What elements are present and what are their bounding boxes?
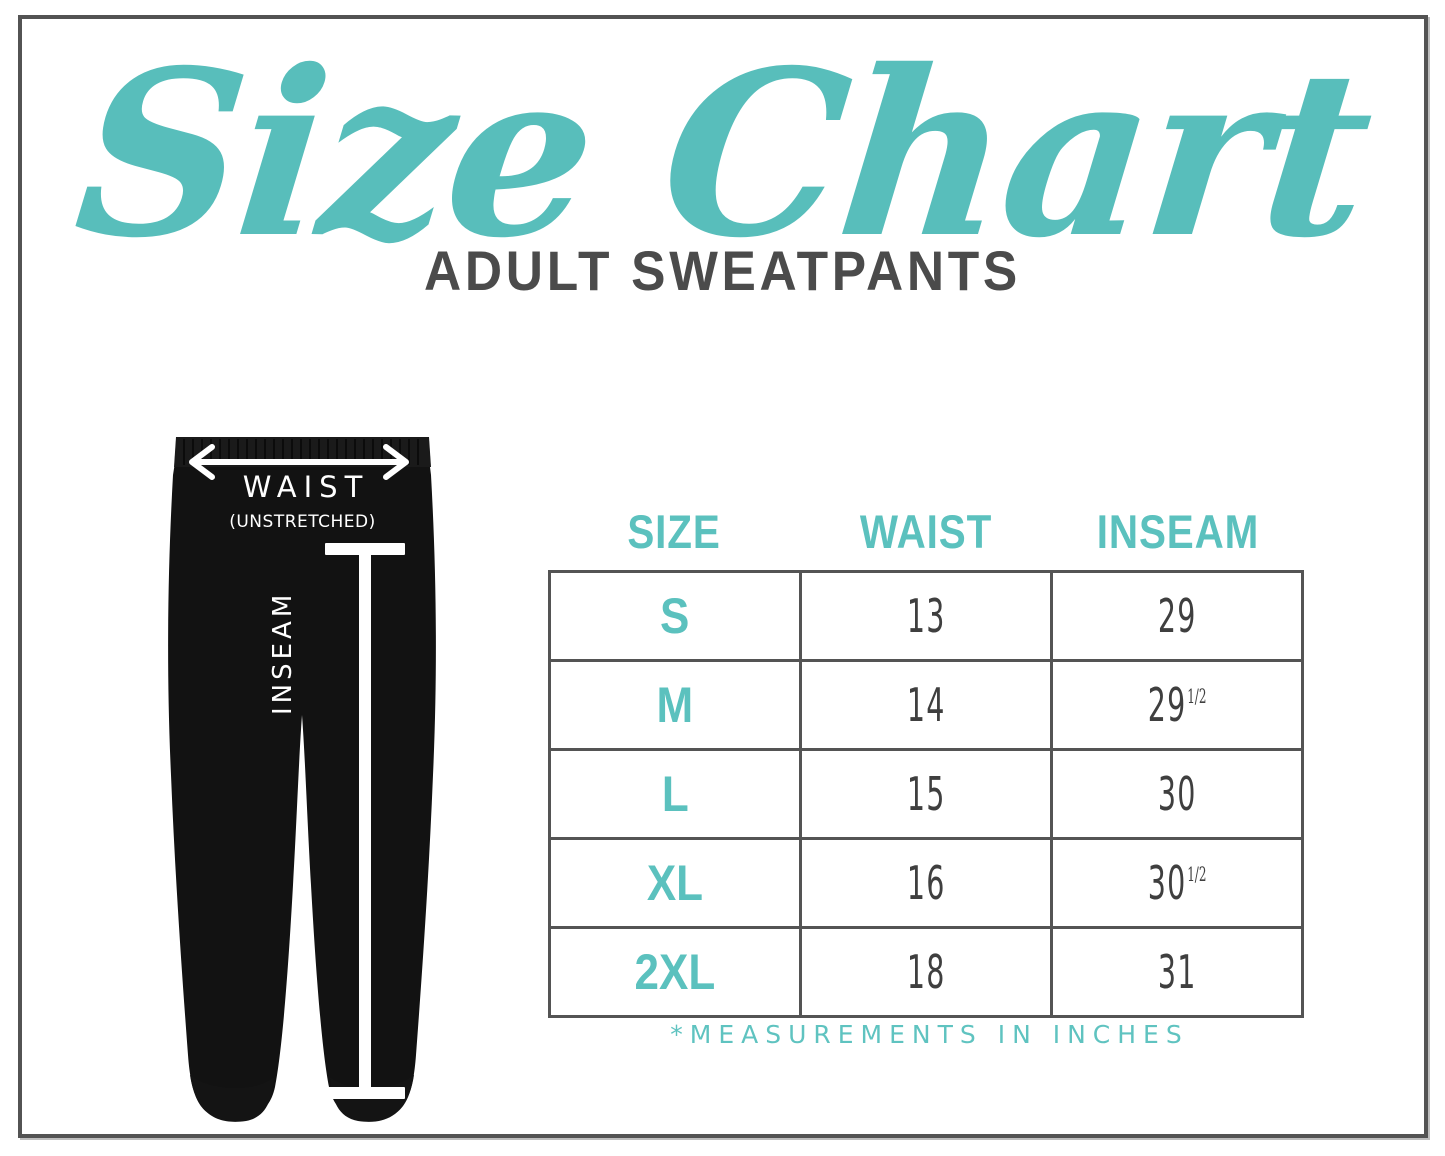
size-value: XL bbox=[646, 855, 704, 911]
cell-size: M bbox=[548, 659, 802, 751]
waist-value: 14 bbox=[906, 678, 946, 732]
table-header-row: SIZE WAIST INSEAM bbox=[548, 504, 1304, 559]
size-value: S bbox=[660, 588, 690, 644]
sweatpants-svg bbox=[168, 437, 436, 1122]
cell-waist: 18 bbox=[799, 926, 1053, 1018]
inseam-fraction: 1/2 bbox=[1187, 862, 1207, 886]
size-value: L bbox=[661, 766, 689, 822]
table-row: XL 16 301/2 bbox=[548, 837, 1304, 929]
cell-waist: 16 bbox=[799, 837, 1053, 929]
cell-inseam: 301/2 bbox=[1050, 837, 1304, 929]
size-table: S 13 29 M 14 291/2 L 15 30 XL 16 301/2 2… bbox=[548, 570, 1304, 1018]
cell-size: 2XL bbox=[548, 926, 802, 1018]
cell-inseam: 30 bbox=[1050, 748, 1304, 840]
inseam-value: 291/2 bbox=[1147, 678, 1207, 732]
cell-inseam: 29 bbox=[1050, 570, 1304, 662]
table-row: 2XL 18 31 bbox=[548, 926, 1304, 1018]
inseam-value: 31 bbox=[1158, 945, 1197, 999]
column-header-size: SIZE bbox=[627, 505, 721, 558]
table-row: S 13 29 bbox=[548, 570, 1304, 662]
sweatpants-illustration: WAIST (UNSTRETCHED) INSEAM bbox=[150, 415, 455, 1135]
column-header-waist: WAIST bbox=[859, 505, 993, 558]
waist-value: 18 bbox=[906, 945, 946, 999]
measurements-footnote: *MEASUREMENTS IN INCHES bbox=[670, 1020, 1189, 1049]
cell-inseam: 31 bbox=[1050, 926, 1304, 1018]
page-border-frame bbox=[18, 15, 1428, 1138]
waist-value: 16 bbox=[906, 856, 946, 910]
inseam-whole: 29 bbox=[1147, 678, 1187, 732]
inseam-whole: 31 bbox=[1157, 945, 1197, 999]
table-row: L 15 30 bbox=[548, 748, 1304, 840]
size-value: 2XL bbox=[634, 944, 716, 1000]
cell-inseam: 291/2 bbox=[1050, 659, 1304, 751]
waist-value: 13 bbox=[906, 589, 946, 643]
cell-size: XL bbox=[548, 837, 802, 929]
cell-waist: 15 bbox=[799, 748, 1053, 840]
cell-waist: 13 bbox=[799, 570, 1053, 662]
inseam-measure-icon bbox=[325, 543, 405, 1099]
inseam-whole: 30 bbox=[1147, 856, 1187, 910]
waist-arrow-icon bbox=[189, 444, 409, 480]
cell-size: L bbox=[548, 748, 802, 840]
cell-waist: 14 bbox=[799, 659, 1053, 751]
inseam-value: 29 bbox=[1158, 589, 1197, 643]
size-value: M bbox=[656, 677, 694, 733]
inseam-whole: 29 bbox=[1157, 589, 1197, 643]
cell-size: S bbox=[548, 570, 802, 662]
inseam-whole: 30 bbox=[1157, 767, 1197, 821]
column-header-inseam: INSEAM bbox=[1096, 505, 1260, 558]
left-ankle-cuff bbox=[190, 1075, 274, 1122]
inseam-value: 30 bbox=[1158, 767, 1197, 821]
inseam-value: 301/2 bbox=[1147, 856, 1207, 910]
table-row: M 14 291/2 bbox=[548, 659, 1304, 751]
waist-value: 15 bbox=[906, 767, 946, 821]
inseam-fraction: 1/2 bbox=[1187, 684, 1207, 708]
